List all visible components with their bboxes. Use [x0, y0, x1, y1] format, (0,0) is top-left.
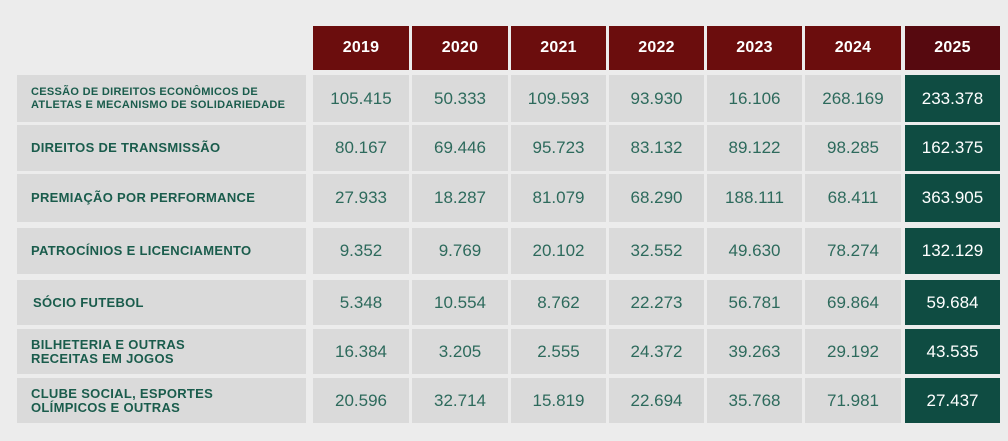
table-cell: 9.352 [313, 228, 409, 274]
table-cell: 18.287 [412, 174, 508, 222]
table-cell: 109.593 [511, 75, 606, 122]
table-cell: 24.372 [609, 329, 704, 374]
year-header-2023: 2023 [707, 26, 802, 70]
table-cell-2025: 27.437 [905, 378, 1000, 423]
table-cell: 22.273 [609, 280, 704, 325]
table-cell: 35.768 [707, 378, 802, 423]
table-cell: 49.630 [707, 228, 802, 274]
table-cell: 29.192 [805, 329, 901, 374]
table-cell-2025: 43.535 [905, 329, 1000, 374]
year-header-2025: 2025 [905, 26, 1000, 70]
table-cell-2025: 363.905 [905, 174, 1000, 222]
table-cell-2025: 59.684 [905, 280, 1000, 325]
table-cell: 78.274 [805, 228, 901, 274]
table-cell: 89.122 [707, 125, 802, 171]
table-cell: 3.205 [412, 329, 508, 374]
table-cell: 80.167 [313, 125, 409, 171]
table-cell: 5.348 [313, 280, 409, 325]
table-cell: 105.415 [313, 75, 409, 122]
table-cell: 50.333 [412, 75, 508, 122]
table-cell: 93.930 [609, 75, 704, 122]
year-header-2021: 2021 [511, 26, 606, 70]
table-cell: 268.169 [805, 75, 901, 122]
table-cell: 10.554 [412, 280, 508, 325]
year-header-2019: 2019 [313, 26, 409, 70]
table-cell: 32.714 [412, 378, 508, 423]
table-cell: 95.723 [511, 125, 606, 171]
table-cell-2025: 132.129 [905, 228, 1000, 274]
table-cell: 39.263 [707, 329, 802, 374]
table-cell: 188.111 [707, 174, 802, 222]
table-cell: 83.132 [609, 125, 704, 171]
row-label-player-rights: CESSÃO DE DIREITOS ECONÔMICOS DE ATLETAS… [17, 75, 306, 122]
table-cell: 69.864 [805, 280, 901, 325]
table-cell: 22.694 [609, 378, 704, 423]
table-cell: 20.596 [313, 378, 409, 423]
table-cell: 27.933 [313, 174, 409, 222]
table-cell: 9.769 [412, 228, 508, 274]
row-label-performance-prize: PREMIAÇÃO POR PERFORMANCE [17, 174, 306, 222]
table-cell: 71.981 [805, 378, 901, 423]
year-header-2022: 2022 [609, 26, 704, 70]
table-cell: 15.819 [511, 378, 606, 423]
table-cell: 68.290 [609, 174, 704, 222]
year-header-2020: 2020 [412, 26, 508, 70]
row-label-membership: SÓCIO FUTEBOL [17, 280, 306, 325]
table-cell: 32.552 [609, 228, 704, 274]
row-label-sponsorship: PATROCÍNIOS E LICENCIAMENTO [17, 228, 306, 274]
table-cell-2025: 233.378 [905, 75, 1000, 122]
table-cell: 16.106 [707, 75, 802, 122]
table-cell: 2.555 [511, 329, 606, 374]
row-label-social-club: CLUBE SOCIAL, ESPORTES OLÍMPICOS E OUTRA… [17, 378, 306, 423]
year-header-2024: 2024 [805, 26, 901, 70]
table-cell: 8.762 [511, 280, 606, 325]
table-cell: 20.102 [511, 228, 606, 274]
row-label-broadcast-rights: DIREITOS DE TRANSMISSÃO [17, 125, 306, 171]
table-cell-2025: 162.375 [905, 125, 1000, 171]
table-cell: 68.411 [805, 174, 901, 222]
table-cell: 56.781 [707, 280, 802, 325]
table-cell: 81.079 [511, 174, 606, 222]
table-cell: 16.384 [313, 329, 409, 374]
row-label-ticketing: BILHETERIA E OUTRAS RECEITAS EM JOGOS [17, 329, 306, 374]
table-cell: 98.285 [805, 125, 901, 171]
table-cell: 69.446 [412, 125, 508, 171]
